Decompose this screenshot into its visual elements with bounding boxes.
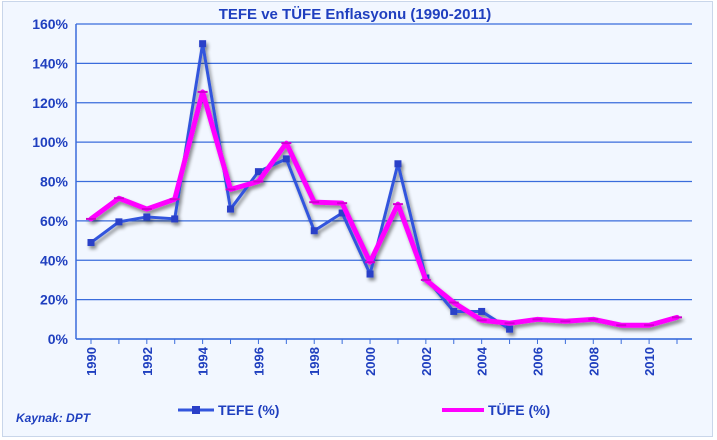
legend-item-tefe: TEFE (%): [178, 402, 279, 418]
x-tick-label: 1996: [251, 347, 266, 376]
legend: TEFE (%) TÜFE (%): [178, 402, 550, 418]
tefe-line: [89, 42, 512, 331]
tefe-point: [506, 325, 514, 333]
legend-label-tufe: TÜFE (%): [488, 402, 550, 418]
y-tick-label: 20%: [40, 292, 69, 308]
x-tick-label: 1990: [84, 347, 99, 376]
legend-item-tufe: TÜFE (%): [442, 402, 550, 418]
gridlines: [76, 23, 692, 340]
tefe-point: [450, 307, 458, 315]
tefe-point: [227, 205, 235, 213]
x-axis-ticks: 1990 1992 1994 1996 1998 2000 2002 2004 2006 2008…: [84, 339, 678, 376]
y-tick-label: 40%: [40, 252, 69, 268]
tefe-point: [310, 227, 318, 235]
x-tick-label: 2008: [586, 347, 601, 376]
tefe-point: [115, 218, 123, 226]
y-tick-label: 120%: [32, 95, 68, 111]
tefe-point: [171, 215, 179, 223]
chart-title: TEFE ve TÜFE Enflasyonu (1990-2011): [219, 6, 492, 23]
tufe-line: [88, 89, 680, 328]
y-tick-label: 140%: [32, 55, 68, 71]
legend-marker-tefe: [192, 406, 200, 414]
x-tick-label: 2000: [363, 347, 378, 376]
source-note: Kaynak: DPT: [16, 411, 92, 425]
tefe-point: [394, 160, 402, 168]
y-axis-ticks: 0% 20% 40% 60% 80% 100% 120% 140% 160%: [32, 16, 68, 347]
axes: [75, 24, 692, 340]
y-tick-label: 80%: [40, 174, 69, 190]
tefe-point: [282, 155, 290, 163]
tefe-point: [87, 239, 95, 247]
series-tefe: [87, 40, 514, 333]
legend-label-tefe: TEFE (%): [218, 402, 279, 418]
y-tick-label: 60%: [40, 213, 69, 229]
tefe-point: [338, 209, 346, 217]
x-tick-label: 2010: [642, 347, 657, 376]
series-tufe: [86, 89, 682, 328]
series-layer: [86, 40, 682, 333]
tefe-point: [366, 270, 374, 278]
x-tick-label: 2002: [419, 347, 434, 376]
y-tick-label: 160%: [32, 16, 68, 32]
y-tick-label: 100%: [32, 134, 68, 150]
x-tick-label: 1992: [140, 347, 155, 376]
x-tick-label: 1994: [196, 346, 211, 376]
tefe-point: [478, 307, 486, 315]
x-tick-label: 2004: [475, 346, 490, 376]
tefe-point: [199, 40, 207, 48]
tefe-point: [254, 168, 262, 176]
y-tick-label: 0%: [48, 331, 69, 347]
x-tick-label: 2006: [530, 347, 545, 376]
x-tick-label: 1998: [307, 347, 322, 376]
tefe-point: [143, 213, 151, 221]
